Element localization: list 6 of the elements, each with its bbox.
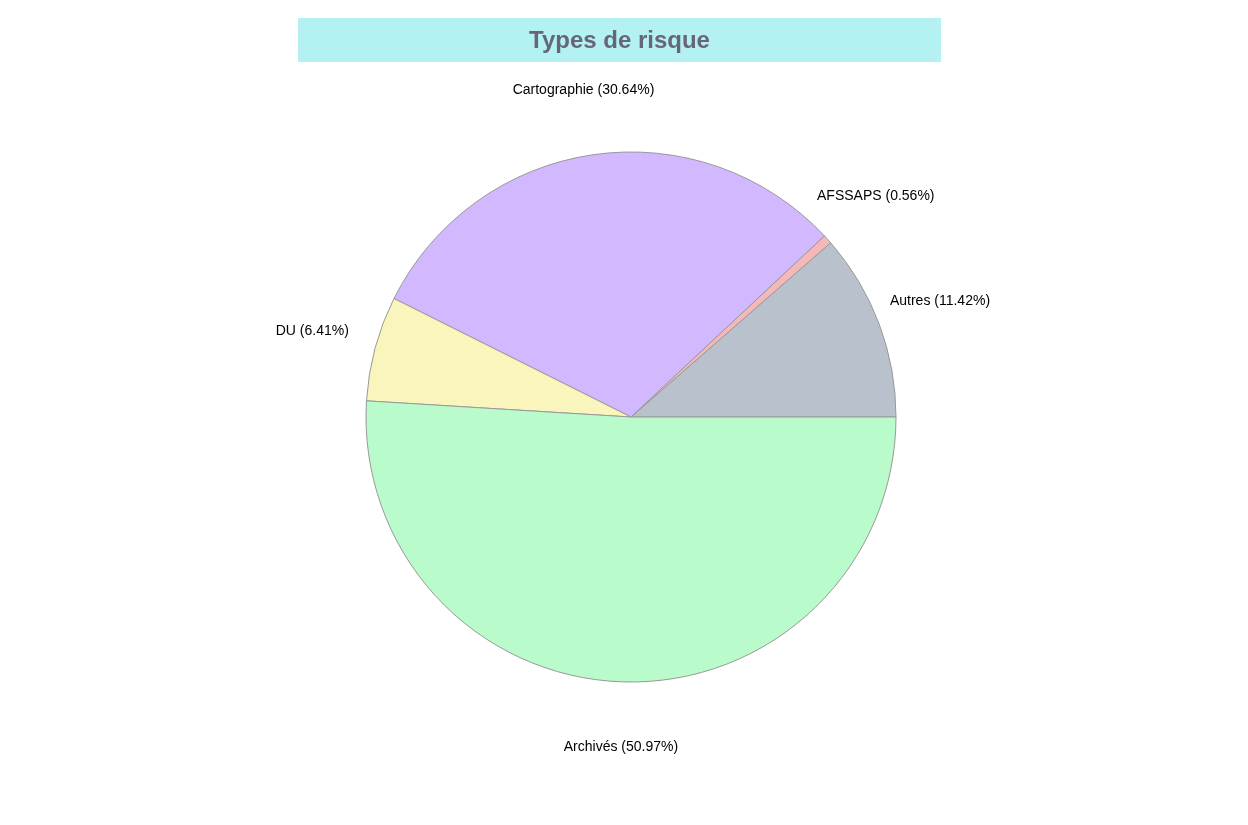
slice-label: DU (6.41%) (275, 322, 349, 339)
slice-label: Autres (11.42%) (889, 292, 991, 309)
chart-title: Types de risque (298, 18, 941, 62)
slice-label: Cartographie (30.64%) (512, 81, 655, 98)
slice-label: Archivés (50.97%) (563, 737, 679, 754)
slice-label: AFSSAPS (0.56%) (817, 186, 935, 203)
